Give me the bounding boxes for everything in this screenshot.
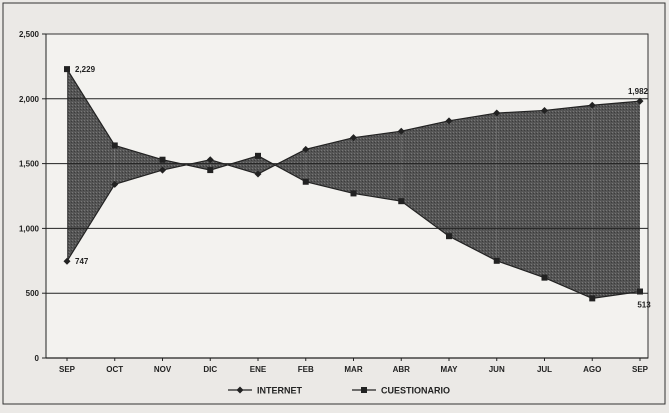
y-tick-label: 1,000 [19, 224, 40, 233]
data-point [350, 190, 357, 197]
fill-segment [449, 113, 497, 261]
data-point [302, 178, 309, 185]
x-tick-label: SEP [59, 365, 76, 374]
gridlines [46, 98, 648, 294]
x-tick-label: FEB [298, 365, 314, 374]
x-tick-label: ENE [250, 365, 267, 374]
fill-segment [186, 159, 211, 171]
data-point [254, 170, 262, 178]
fill-segment [496, 110, 545, 278]
fill-segment [258, 155, 276, 174]
legend-item-cuestionario: CUESTIONARIO [352, 386, 450, 396]
data-point [159, 156, 166, 163]
data-point [588, 101, 596, 109]
data-point [589, 295, 596, 302]
data-point [637, 288, 643, 295]
data-point [207, 167, 214, 174]
chart-frame [2, 2, 666, 405]
fill-segment [305, 137, 354, 194]
fill-segment [544, 105, 593, 299]
axes: 0 500 1,000 1,500 2,000 2,500 SEP OCT NOV DIC ENE F… [19, 30, 649, 374]
legend-marker [236, 386, 244, 394]
legend-marker [361, 387, 367, 393]
x-tick-label: JUL [537, 365, 552, 374]
y-tick-label: 0 [35, 354, 40, 363]
x-tick-label: MAY [440, 365, 458, 374]
fill-segment [275, 149, 306, 182]
data-point [493, 257, 500, 264]
data-label: 2,229 [75, 65, 96, 74]
y-tick-label: 2,500 [19, 30, 40, 39]
x-tick-label: NOV [154, 365, 172, 374]
data-point [159, 166, 166, 174]
data-point [255, 152, 261, 159]
data-point [636, 97, 644, 105]
x-tick-label: MAR [344, 365, 362, 374]
data-point [445, 117, 453, 125]
fill-between-area [67, 69, 640, 299]
series-internet [63, 97, 644, 265]
data-point [111, 180, 119, 188]
fill-segment [592, 101, 640, 299]
legend-label: INTERNET [257, 386, 303, 396]
fill-segment [401, 120, 449, 237]
legend-item-internet: INTERNET [228, 386, 303, 396]
data-point [397, 127, 405, 135]
data-point [398, 198, 405, 205]
data-label: 513 [637, 301, 651, 310]
data-point [64, 66, 70, 73]
x-tick-label: AGO [583, 365, 601, 374]
legend-label: CUESTIONARIO [381, 386, 450, 396]
data-label: 747 [75, 257, 89, 266]
data-point [111, 142, 118, 149]
fill-segment [227, 155, 258, 174]
x-tick-label: JUN [489, 365, 505, 374]
y-tick-label: 500 [26, 289, 40, 298]
x-tick-label: ABR [393, 365, 411, 374]
series [63, 66, 644, 302]
legend: INTERNET CUESTIONARIO [228, 386, 450, 396]
series-cuestionario [64, 66, 643, 302]
data-point [350, 134, 357, 142]
data-point [446, 233, 452, 240]
fill-segment [353, 131, 402, 202]
data-point [206, 156, 214, 164]
y-tick-label: 1,500 [19, 160, 40, 169]
data-point [302, 145, 310, 153]
y-tick-label: 2,000 [19, 95, 40, 104]
x-tick-label: SEP [632, 365, 649, 374]
data-labels: 2,229 747 1,982 513 [75, 65, 651, 309]
x-tick-label: DIC [203, 365, 217, 374]
fill-segment [67, 69, 115, 262]
data-point [541, 274, 548, 281]
data-point [63, 257, 71, 265]
data-point [493, 109, 501, 117]
fill-segment [114, 145, 163, 185]
fill-segment [210, 159, 228, 171]
fill-segment [162, 159, 187, 171]
data-label: 1,982 [628, 87, 649, 96]
x-tick-label: OCT [106, 365, 123, 374]
data-point [541, 106, 548, 114]
